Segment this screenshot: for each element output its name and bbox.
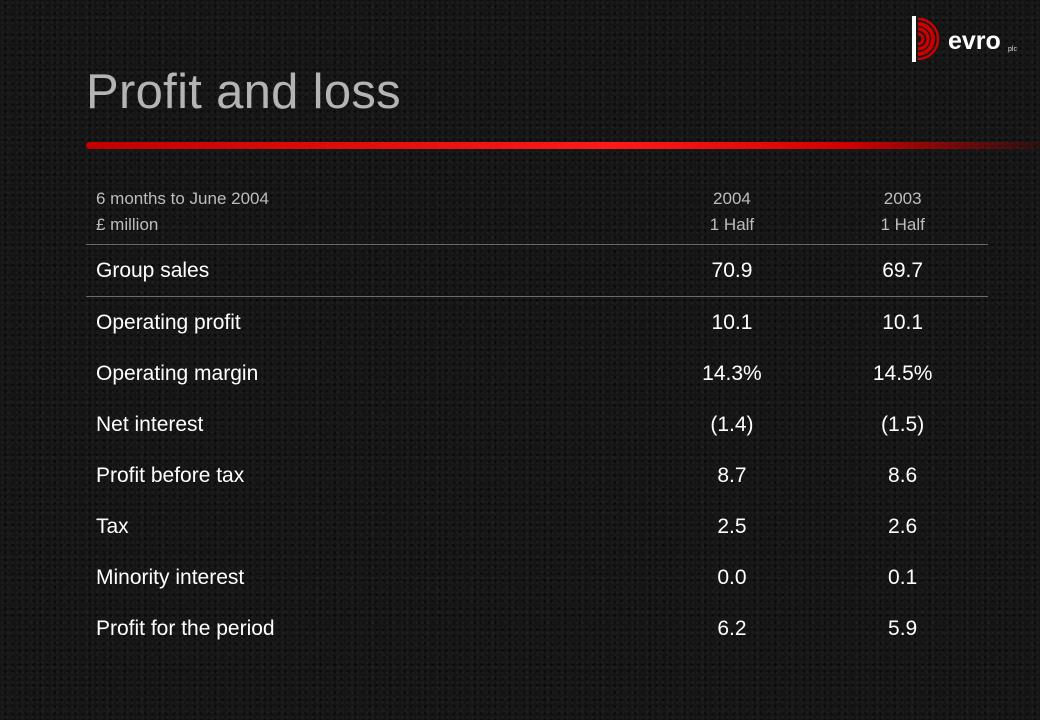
table-row: Profit for the period 6.2 5.9 [86,603,988,654]
logo-suffix: plc [1008,46,1017,53]
row-value-2003: 5.9 [888,616,918,640]
row-value-2004: 2.5 [717,514,747,538]
title-accent-bar [86,142,1040,149]
row-value-2003: 2.6 [888,514,918,538]
row-label: Net interest [96,412,204,436]
table-row: Minority interest 0.0 0.1 [86,552,988,603]
row-value-2004: 10.1 [711,310,753,334]
logo-wordmark: evro [948,27,1001,55]
table-header-row: 6 months to June 2004 £ million 2004 1 H… [86,184,988,245]
row-value-2003: (1.5) [881,412,925,436]
row-value-2003: 69.7 [817,244,988,297]
logo-d-mark-icon [912,16,940,62]
row-value-2003: 0.1 [888,565,918,589]
table-row: Operating profit 10.1 10.1 [86,297,988,349]
header-col-2003-period: 1 Half [880,215,925,234]
row-label: Operating profit [96,310,241,334]
table-row: Group sales 70.9 69.7 [86,244,988,297]
page-title: Profit and loss [86,65,401,119]
row-label: Profit for the period [96,616,275,640]
header-col-2004: 2004 1 Half [646,184,818,245]
row-label: Minority interest [96,565,245,589]
row-label: Group sales [86,244,647,297]
row-value-2003: 10.1 [882,310,924,334]
table-row: Tax 2.5 2.6 [86,501,988,552]
header-col-2004-period: 1 Half [709,215,755,234]
row-value-2003: 8.6 [888,463,918,487]
profit-loss-table: 6 months to June 2004 £ million 2004 1 H… [86,184,988,654]
header-col-2003-year: 2003 [883,189,922,208]
company-logo: evro plc [910,14,1030,64]
header-unit: £ million [96,215,159,234]
table-row: Profit before tax 8.7 8.6 [86,450,988,501]
header-col-2004-year: 2004 [713,189,751,208]
table-row: Net interest (1.4) (1.5) [86,399,988,450]
row-value-2004: 8.7 [717,463,747,487]
row-value-2004: 6.2 [717,616,747,640]
row-value-2004: 0.0 [717,565,747,589]
row-value-2004: (1.4) [710,412,754,436]
row-value-2004: 14.3% [702,361,762,385]
row-label: Profit before tax [96,463,245,487]
header-col-2003: 2003 1 Half [817,184,988,245]
row-value-2003: 14.5% [872,361,933,385]
row-value-2004: 70.9 [646,244,818,297]
header-period-label: 6 months to June 2004 £ million [86,184,647,245]
header-period: 6 months to June 2004 [96,189,269,208]
table-row: Operating margin 14.3% 14.5% [86,348,988,399]
row-label: Operating margin [96,361,259,385]
row-label: Tax [96,514,129,538]
